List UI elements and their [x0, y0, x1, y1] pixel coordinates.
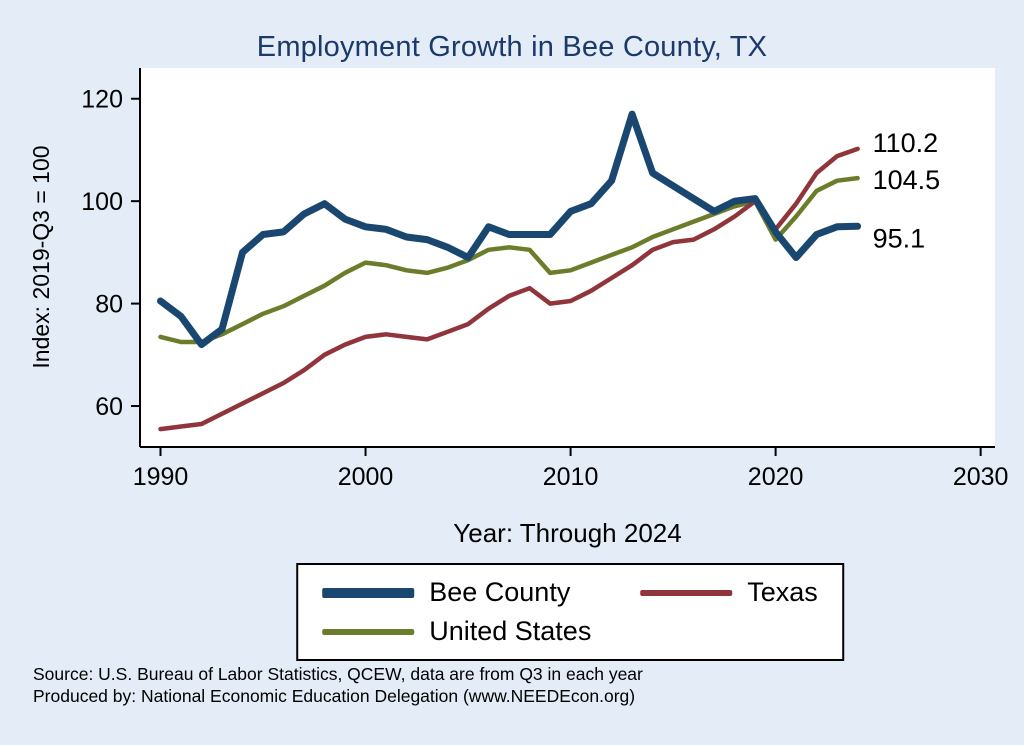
x-tick-label: 2020	[748, 463, 804, 491]
end-value-label-bee-county: 95.1	[873, 223, 926, 253]
x-tick-label: 1990	[133, 463, 189, 491]
end-value-label-texas: 110.2	[873, 128, 939, 158]
y-tick-label: 80	[95, 291, 123, 319]
legend-item-bee-county: Bee County	[322, 577, 640, 608]
series-line-texas	[158, 146, 860, 432]
legend-row-2: United States	[322, 616, 818, 647]
legend-label-bee-county: Bee County	[429, 577, 571, 607]
legend-item-texas: Texas	[640, 577, 818, 608]
y-tick-label: 120	[81, 86, 123, 114]
y-tick-label: 100	[81, 188, 123, 216]
end-value-label-united-states: 104.5	[873, 165, 941, 195]
produced-by-note: Produced by: National Economic Education…	[33, 686, 636, 706]
legend-item-united-states: United States	[322, 616, 640, 647]
legend-swatch-united-states	[322, 628, 415, 635]
x-tick-label: 2000	[338, 463, 394, 491]
chart-title: Employment Growth in Bee County, TX	[256, 31, 768, 63]
x-tick-label: 2030	[953, 463, 1009, 491]
series-line-united-states	[158, 175, 860, 345]
y-axis-title: Index: 2019-Q3 = 100	[28, 145, 54, 369]
footnotes: Source: U.S. Bureau of Labor Statistics,…	[33, 663, 643, 707]
x-axis-title: Year: Through 2024	[453, 518, 682, 548]
series-line-bee-county	[157, 110, 862, 349]
legend-label-united-states: United States	[429, 616, 592, 646]
legend-row-1: Bee County Texas	[322, 577, 818, 608]
source-note: Source: U.S. Bureau of Labor Statistics,…	[33, 664, 643, 684]
legend-swatch-bee-county	[322, 587, 415, 598]
x-tick-label: 2010	[543, 463, 599, 491]
legend-swatch-texas	[640, 589, 733, 596]
legend-label-texas: Texas	[747, 577, 818, 607]
legend: Bee County Texas United States	[296, 563, 844, 661]
y-tick-label: 60	[95, 393, 123, 421]
